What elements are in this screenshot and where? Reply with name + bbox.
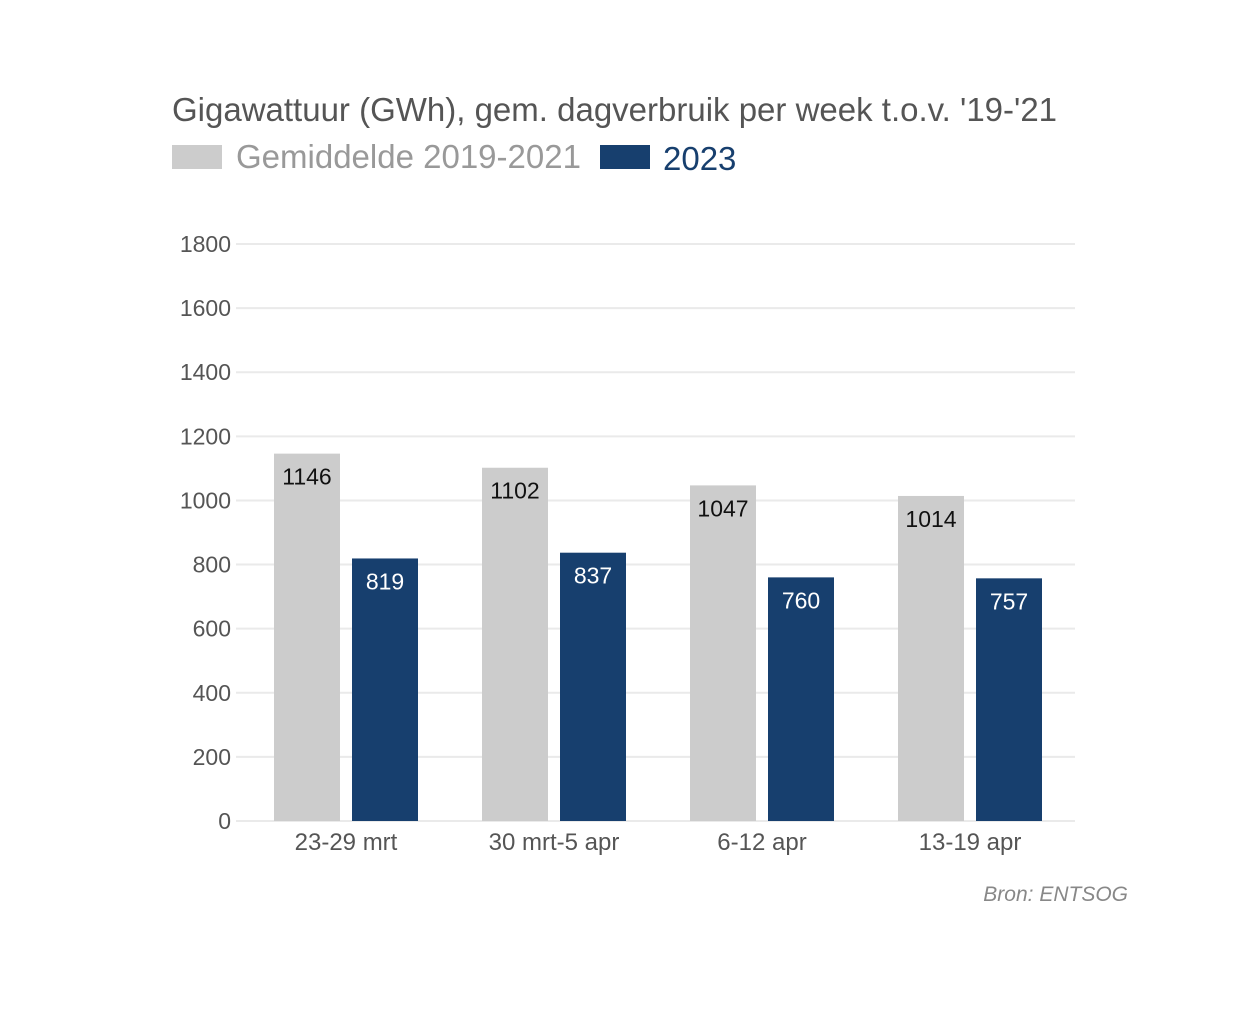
y-tick-label: 800 [193, 552, 231, 578]
legend-label-2023: 2023 [663, 140, 736, 177]
data-label: 819 [366, 568, 404, 594]
bar-2023 [352, 558, 418, 821]
y-tick-label: 600 [193, 616, 231, 642]
x-tick-label: 6-12 apr [717, 829, 806, 856]
y-tick-label: 200 [193, 744, 231, 770]
y-axis: 0 200 400 600 800 1000 1200 1400 1600 1800 [180, 231, 231, 834]
data-label: 1047 [697, 495, 748, 521]
y-tick-label: 0 [218, 808, 231, 834]
data-label: 1146 [282, 464, 331, 490]
bars: 1146 819 1102 837 1047 760 1014 757 [274, 453, 1042, 821]
y-tick-label: 1800 [180, 231, 231, 257]
bar-average [898, 495, 964, 821]
y-tick-label: 400 [193, 680, 231, 706]
x-axis: 23-29 mrt 30 mrt-5 apr 6-12 apr 13-19 apr [295, 829, 1022, 856]
data-label: 757 [990, 588, 1028, 614]
bar-average [690, 485, 756, 821]
bar-average [274, 453, 340, 821]
bar-2023 [768, 577, 834, 821]
bar-2023 [560, 552, 626, 821]
x-tick-label: 23-29 mrt [295, 829, 398, 856]
x-tick-label: 13-19 apr [919, 829, 1022, 856]
y-tick-label: 1400 [180, 359, 231, 385]
legend-swatch-2023 [600, 145, 650, 169]
source-note: Bron: ENTSOG [983, 883, 1128, 906]
y-tick-label: 1200 [180, 423, 231, 449]
legend: Gemiddelde 2019-2021 2023 [172, 138, 736, 177]
data-label: 1102 [490, 478, 539, 504]
chart-title: Gigawattuur (GWh), gem. dagverbruik per … [172, 91, 1057, 128]
data-label: 837 [574, 563, 612, 589]
y-tick-label: 1000 [180, 487, 231, 513]
legend-swatch-average [172, 145, 222, 169]
x-tick-label: 30 mrt-5 apr [489, 829, 620, 856]
bar-2023 [976, 578, 1042, 821]
bar-average [482, 467, 548, 821]
legend-label-average: Gemiddelde 2019-2021 [236, 138, 581, 175]
data-label: 760 [782, 587, 820, 613]
y-tick-label: 1600 [180, 295, 231, 321]
data-label: 1014 [905, 506, 956, 532]
